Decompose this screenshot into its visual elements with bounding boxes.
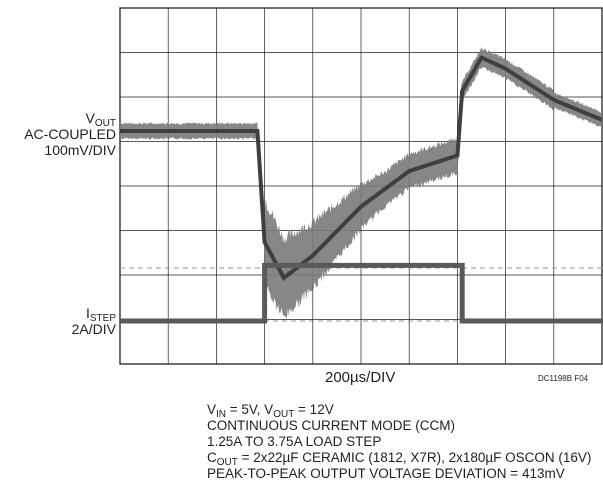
- test-conditions: VIN = 5V, VOUT = 12V CONTINUOUS CURRENT M…: [207, 402, 591, 482]
- note-line: COUT = 2x22µF CERAMIC (1812, X7R), 2x180…: [207, 450, 592, 468]
- note-line: 1.25A TO 3.75A LOAD STEP: [207, 434, 382, 449]
- note-line: CONTINUOUS CURRENT MODE (CCM): [207, 418, 455, 433]
- vout-channel-label: VOUT AC-COUPLED 100mV/DIV: [24, 110, 116, 158]
- note-line: PEAK-TO-PEAK OUTPUT VOLTAGE DEVIATION = …: [207, 466, 565, 481]
- istep-channel-label: ISTEP 2A/DIV: [71, 305, 116, 337]
- vout-trace: [120, 46, 603, 319]
- istep-trace: [120, 262, 603, 324]
- vout-center-line: [120, 55, 603, 282]
- time-scale-label: 200µs/DIV: [325, 369, 396, 386]
- note-line: VIN = 5V, VOUT = 12V: [207, 402, 334, 420]
- figure-code: DC1198B F04: [538, 374, 589, 383]
- istep-line: [120, 262, 603, 324]
